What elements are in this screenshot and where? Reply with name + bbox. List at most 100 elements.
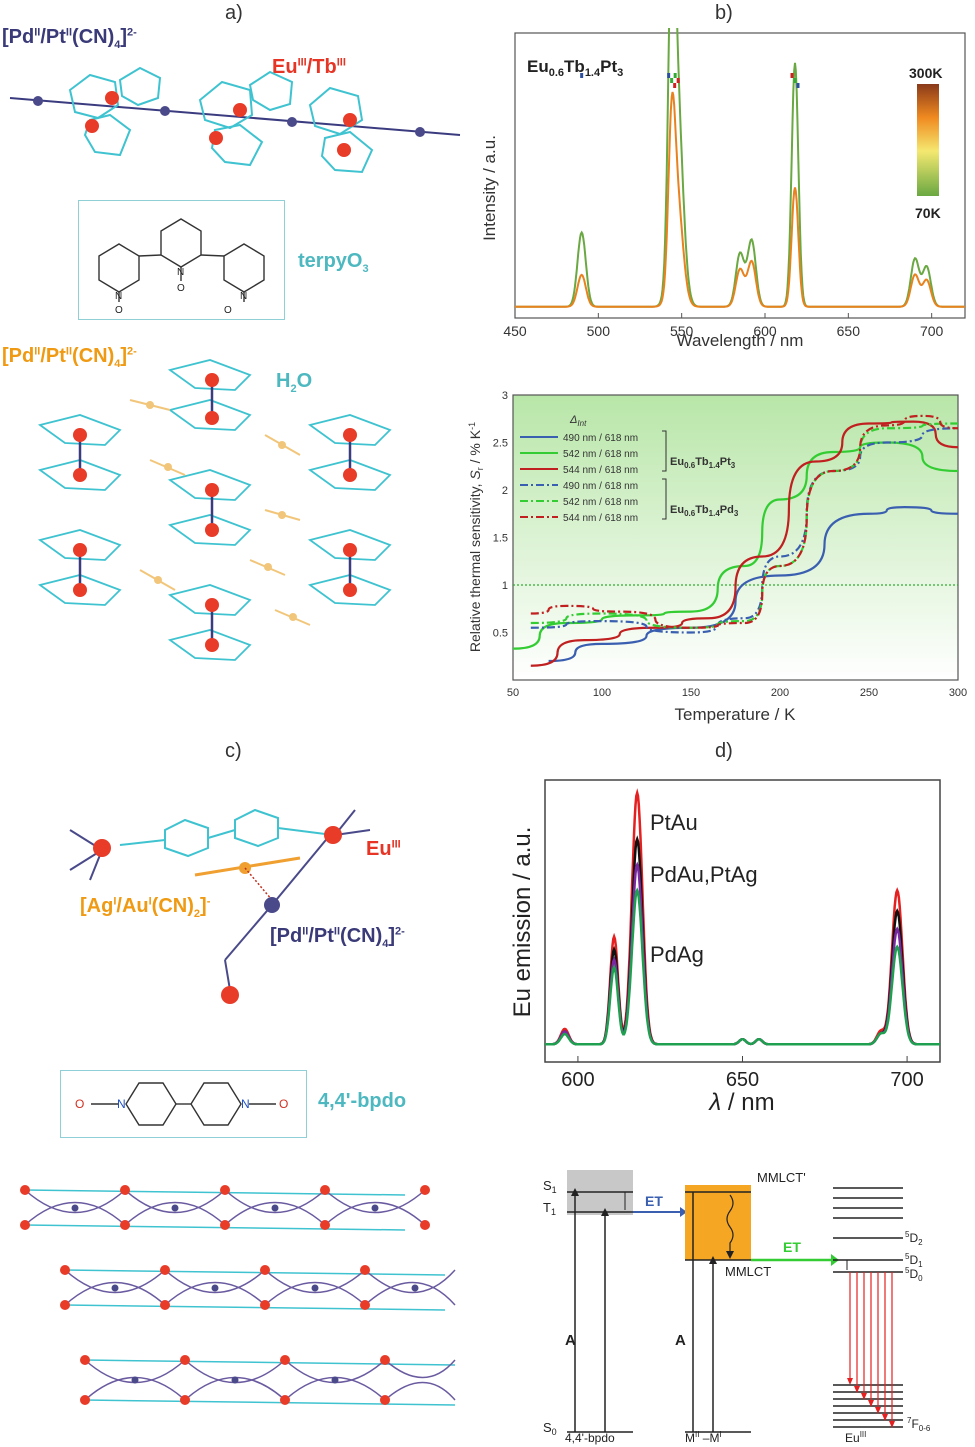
legend: 490 nm / 618 nm 542 nm / 618 nm 544 nm / 6… bbox=[520, 430, 667, 524]
x-tick-label: 700 bbox=[890, 1069, 923, 1091]
s0-label: S0 bbox=[543, 1420, 557, 1437]
x-tick-label: 700 bbox=[920, 323, 944, 339]
x-axis-label: λ / nm bbox=[707, 1089, 774, 1116]
pdpt-c-label: [PdII/PtII(CN)4]2- bbox=[270, 925, 405, 950]
svg-text:O: O bbox=[115, 305, 123, 316]
temperature-colorbar bbox=[917, 84, 939, 196]
y-axis-label: Relative thermal sensitivity, Sr / % K-1 bbox=[467, 422, 485, 652]
x-tick-label: 550 bbox=[670, 323, 694, 339]
et-blue-label: ET bbox=[645, 1193, 663, 1209]
legend-bracket bbox=[662, 430, 667, 472]
colorbar-max-label: 300K bbox=[909, 65, 942, 81]
emission-series bbox=[545, 788, 940, 1046]
panel-d-energy-diagram: S1 T1 S0 A 4,4'-bpdo ET MMLCT' MMLCT A M… bbox=[543, 1170, 931, 1445]
svg-text:O: O bbox=[224, 305, 232, 316]
svg-text:N: N bbox=[241, 1097, 250, 1111]
legend-entry: 542 nm / 618 nm bbox=[563, 497, 638, 508]
y-tick-label: 1 bbox=[502, 580, 508, 592]
terpyo3-structure-box: N O N O N O bbox=[78, 200, 285, 320]
t1-label: T1 bbox=[543, 1200, 556, 1217]
chart-title: Eu0.6Tb1.4Pt3 bbox=[527, 57, 623, 79]
mmlct-label: MMLCT bbox=[725, 1264, 771, 1279]
terpyo3-label: terpyO3 bbox=[298, 250, 369, 275]
emission-PdAg bbox=[545, 887, 940, 1046]
pdpt-packing-label: [PdII/PtII(CN)4]2- bbox=[2, 345, 137, 370]
emission-PtAu bbox=[545, 788, 940, 1046]
svg-text:O: O bbox=[75, 1097, 84, 1111]
legend-bracket bbox=[662, 478, 667, 520]
x-axis-label: Wavelength / nm bbox=[677, 331, 804, 350]
legend-group-pd: Eu0.6Tb1.4Pd3 bbox=[670, 504, 739, 518]
svg-text:O: O bbox=[279, 1097, 288, 1111]
legend-entry: 544 nm / 618 nm bbox=[563, 513, 638, 524]
x-tick-label: 650 bbox=[726, 1069, 759, 1091]
x-tick-label: 250 bbox=[860, 687, 878, 699]
spectra-series bbox=[515, 28, 965, 308]
x-tick-label: 100 bbox=[593, 687, 611, 699]
x-tick-label: 300 bbox=[949, 687, 967, 699]
bottom-ligand-label: 4,4'-bpdo bbox=[565, 1431, 615, 1445]
bpdo-label: 4,4'-bpdo bbox=[318, 1090, 407, 1112]
x-tick-label: 50 bbox=[507, 687, 519, 699]
series-line-0 bbox=[548, 505, 959, 663]
panel-a-packing-structure bbox=[37, 359, 392, 661]
a-mid-label: A bbox=[675, 1332, 686, 1349]
panel-b-sensitivity-chart: Relative thermal sensitivity, Sr / % K-1… bbox=[467, 390, 967, 724]
y-tick-label: 2 bbox=[502, 485, 508, 497]
x-tick-label: 500 bbox=[587, 323, 611, 339]
x-tick-label: 450 bbox=[503, 323, 527, 339]
colorbar-min-label: 70K bbox=[915, 205, 941, 221]
svg-text:N: N bbox=[115, 291, 122, 302]
series-line-5 bbox=[530, 414, 959, 629]
y-tick-label: 0.5 bbox=[493, 628, 508, 640]
et-green-label: ET bbox=[783, 1239, 801, 1255]
x-tick-label: 600 bbox=[561, 1069, 594, 1091]
a-left-label: A bbox=[565, 1332, 576, 1349]
legend-entry: 490 nm / 618 nm bbox=[563, 433, 638, 444]
y-axis-label: Eu emission / a.u. bbox=[509, 827, 536, 1018]
x-tick-labels: 450 500 550 600 650 700 bbox=[503, 313, 944, 339]
d2-label: 5D2 bbox=[905, 1230, 923, 1247]
x-tick-label: 600 bbox=[753, 323, 777, 339]
emission-purple bbox=[545, 861, 940, 1046]
panel-d-emission-chart: Eu emission / a.u. λ / nm 600 650 700 PtAu… bbox=[509, 779, 941, 1116]
d1-label: 5D1 bbox=[905, 1252, 923, 1269]
f06-label: 7F0-6 bbox=[907, 1416, 931, 1433]
agau-label: [AgI/AuI(CN)2]- bbox=[80, 895, 211, 920]
d0-label: 5D0 bbox=[905, 1266, 923, 1283]
y-axis-label: Intensity / a.u. bbox=[480, 135, 499, 241]
y-tick-label: 3 bbox=[502, 390, 508, 402]
x-tick-label: 150 bbox=[682, 687, 700, 699]
svg-text:N: N bbox=[117, 1097, 126, 1111]
y-tick-label: 2.5 bbox=[493, 438, 508, 450]
label-ptau: PtAu bbox=[650, 810, 698, 835]
panel-label-b: b) bbox=[715, 2, 733, 24]
svg-text:N: N bbox=[240, 291, 247, 302]
terpyo3-structure: N O N O N O bbox=[98, 218, 265, 316]
spectrum-300K bbox=[515, 91, 965, 308]
panel-label-d: d) bbox=[715, 740, 733, 762]
panel-c-packing-structure bbox=[20, 1185, 456, 1406]
plot-frame bbox=[544, 779, 941, 1063]
legend-group-pt: Eu0.6Tb1.4Pt3 bbox=[670, 456, 736, 470]
sensitivity-series bbox=[512, 414, 959, 667]
mmlct-band bbox=[685, 1185, 751, 1260]
bpdo-structure-box: O N N O bbox=[60, 1070, 307, 1138]
x-tick-label: 650 bbox=[837, 323, 861, 339]
x-tick-labels: 600 650 700 bbox=[561, 1056, 924, 1091]
svg-text:O: O bbox=[177, 283, 185, 294]
eutb-label: EuIII/TbIII bbox=[272, 56, 346, 78]
bottom-eu-label: EuIII bbox=[845, 1430, 866, 1445]
panel-label-a: a) bbox=[225, 2, 243, 24]
water-label: H2O bbox=[276, 370, 313, 395]
x-axis-label: Temperature / K bbox=[675, 705, 797, 724]
s1-label: S1 bbox=[543, 1178, 557, 1195]
panel-label-c: c) bbox=[225, 740, 242, 762]
axis-tick-labels: 50 100 150 200 250 300 0.5 1 1.5 2 2.5 3 bbox=[493, 390, 967, 699]
panel-c-structure bbox=[69, 808, 371, 1004]
pdpt-chain-label: [PdII/PtII(CN)4]2- bbox=[2, 26, 137, 51]
bottom-metal-label: MII –MI bbox=[685, 1430, 722, 1445]
panel-b-emission-chart: Intensity / a.u. Wavelength / nm 450 500 5… bbox=[480, 28, 966, 350]
legend-entry: 490 nm / 618 nm bbox=[563, 481, 638, 492]
bpdo-structure: O N N O bbox=[75, 1082, 288, 1126]
